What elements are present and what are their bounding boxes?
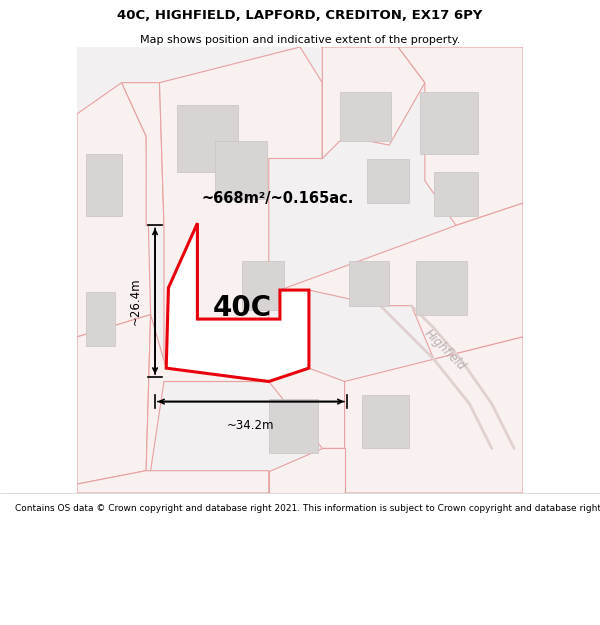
Polygon shape <box>146 203 523 471</box>
Bar <box>86 154 122 216</box>
Text: 40C: 40C <box>212 294 272 322</box>
Bar <box>86 292 115 346</box>
Bar <box>421 92 478 154</box>
Text: ~26.4m: ~26.4m <box>128 278 142 325</box>
Polygon shape <box>269 448 344 493</box>
Bar <box>269 399 318 453</box>
Bar <box>416 261 467 314</box>
Text: 40C, HIGHFIELD, LAPFORD, CREDITON, EX17 6PY: 40C, HIGHFIELD, LAPFORD, CREDITON, EX17 … <box>118 9 482 22</box>
Polygon shape <box>122 82 164 226</box>
Text: ~34.2m: ~34.2m <box>227 419 275 432</box>
Polygon shape <box>77 82 151 337</box>
Bar <box>362 395 409 448</box>
Text: ~668m²/~0.165ac.: ~668m²/~0.165ac. <box>202 191 354 206</box>
Polygon shape <box>344 337 523 493</box>
Polygon shape <box>77 314 151 484</box>
Bar <box>367 159 409 203</box>
Bar <box>349 261 389 306</box>
Polygon shape <box>77 471 269 493</box>
Bar <box>340 92 391 141</box>
Polygon shape <box>398 47 523 226</box>
Bar <box>434 172 478 216</box>
Bar <box>215 141 266 199</box>
Text: Contains OS data © Crown copyright and database right 2021. This information is : Contains OS data © Crown copyright and d… <box>15 504 600 512</box>
Bar <box>242 261 284 310</box>
Text: Highfield: Highfield <box>422 327 468 374</box>
Text: Map shows position and indicative extent of the property.: Map shows position and indicative extent… <box>140 35 460 45</box>
Bar <box>178 105 238 172</box>
Polygon shape <box>166 223 309 381</box>
Polygon shape <box>322 47 425 159</box>
Polygon shape <box>160 47 322 381</box>
